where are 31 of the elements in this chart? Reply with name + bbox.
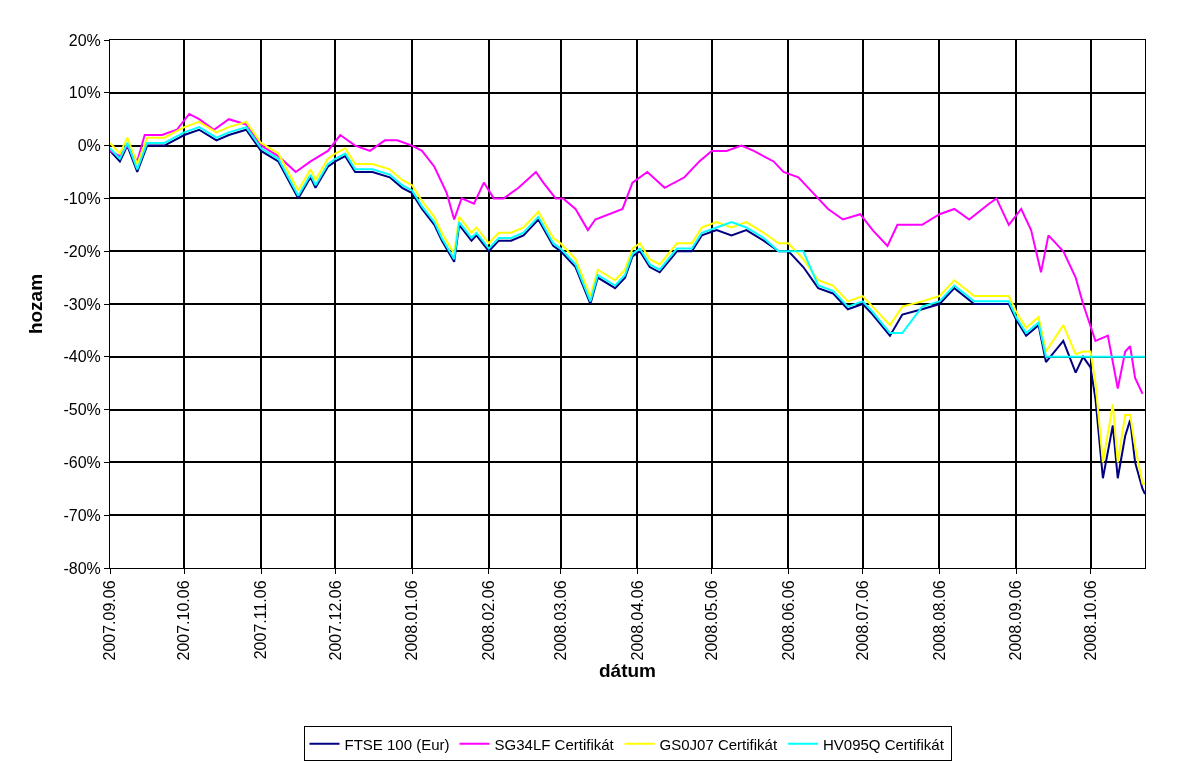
x-tick-label: 2008.05.06 <box>702 580 720 661</box>
y-tick-label: -50% <box>63 401 101 419</box>
x-tick-label: 2008.09.06 <box>1007 580 1025 661</box>
x-tick-label: 2008.03.06 <box>551 580 569 661</box>
x-tick-label: 2008.02.06 <box>480 580 498 661</box>
legend-label: SG34LF Certifikát <box>494 735 615 753</box>
y-tick-label: -80% <box>63 559 101 577</box>
y-tick-label: 20% <box>68 31 101 49</box>
x-tick-label: 2008.08.06 <box>930 580 948 661</box>
y-axis-title: hozam <box>25 273 47 335</box>
y-tick-label: -40% <box>63 348 101 366</box>
y-tick-label: -30% <box>63 295 101 313</box>
y-tick-label: 10% <box>68 84 101 102</box>
x-axis-title: dátum <box>599 660 656 682</box>
y-tick-label: -10% <box>63 190 101 207</box>
x-tick-label: 2008.10.06 <box>1081 580 1099 661</box>
x-tick-label: 2007.10.06 <box>175 580 193 661</box>
legend-label: FTSE 100 (Eur) <box>344 735 450 753</box>
y-tick-label: -70% <box>63 506 101 524</box>
y-tick-label: 0% <box>77 137 101 155</box>
x-tick-label: 2008.06.06 <box>779 580 797 661</box>
x-tick-label: 2007.11.06 <box>252 580 270 660</box>
legend-label: HV095Q Certifikát <box>822 735 945 753</box>
y-tick-label: -20% <box>63 242 101 260</box>
y-tick-label: -60% <box>63 454 101 471</box>
x-tick-label: 2007.12.06 <box>326 580 344 661</box>
x-tick-label: 2008.04.06 <box>628 580 646 661</box>
x-tick-label: 2007.09.06 <box>101 580 119 661</box>
legend-label: GS0J07 Certifikát <box>659 735 778 753</box>
x-tick-label: 2008.07.06 <box>853 580 871 661</box>
x-tick-label: 2008.01.06 <box>403 580 421 661</box>
